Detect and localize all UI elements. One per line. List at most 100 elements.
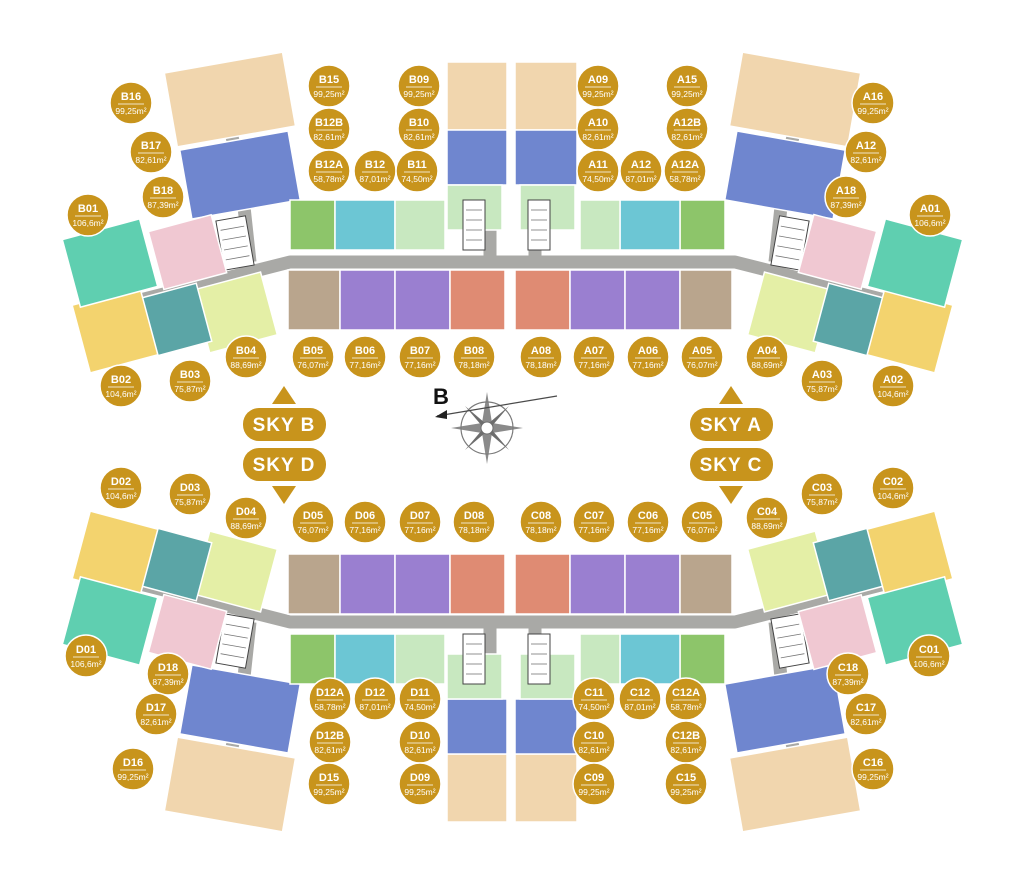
apartment-badge-circle — [224, 335, 268, 379]
apartment-code: A07 — [584, 345, 604, 357]
apartment-badge-circle — [572, 500, 616, 544]
apartment-badge: D18 87,39m² — [146, 652, 190, 696]
apartment-code: D05 — [303, 510, 323, 522]
apartment-unit — [514, 269, 571, 331]
apartment-unit — [569, 269, 626, 331]
apartment-code: A01 — [920, 203, 940, 215]
apartment-badge: C09 99,25m² — [572, 762, 616, 806]
apartment-area: 75,87m² — [806, 497, 837, 507]
apartment-code: A16 — [863, 91, 883, 103]
apartment-code: B02 — [111, 374, 131, 386]
apartment-unit — [514, 129, 578, 186]
apartment-badge-circle — [665, 64, 709, 108]
apartment-badges: B1699,25m²B1599,25m²B12B82,61m²B1782,61m… — [64, 64, 952, 806]
apartment-area: 58,78m² — [313, 174, 344, 184]
apartment-badge-circle — [99, 466, 143, 510]
apartment-code: C05 — [692, 510, 712, 522]
apartment-badge-circle — [398, 720, 442, 764]
apartment-area: 99,25m² — [578, 787, 609, 797]
apartment-badge-circle — [851, 81, 895, 125]
apartment-code: D08 — [464, 510, 484, 522]
apartment-badge-circle — [395, 149, 439, 193]
apartment-badge-circle — [291, 335, 335, 379]
apartment-badge-circle — [871, 466, 915, 510]
apartment-badge: B17 82,61m² — [129, 130, 173, 174]
apartment-badge-circle — [307, 64, 351, 108]
apartment-code: B15 — [319, 74, 339, 86]
apartment-unit — [679, 553, 733, 615]
apartment-code: D12B — [316, 730, 344, 742]
stair-step — [225, 255, 250, 261]
apartment-badge: D10 82,61m² — [398, 720, 442, 764]
stair-step — [223, 245, 248, 251]
apartment-code: C01 — [919, 644, 939, 656]
apartment-badge-circle — [353, 677, 397, 721]
apartment-badge: B10 82,61m² — [397, 107, 441, 151]
stair-core — [215, 215, 255, 271]
apartment-badge-circle — [907, 634, 951, 678]
stair-core-outline — [462, 199, 486, 251]
apartment-badge: A03 75,87m² — [800, 359, 844, 403]
apartment-area: 87,01m² — [625, 174, 656, 184]
stair-core — [462, 633, 486, 685]
sky-a-label-bg — [690, 408, 773, 441]
apartment-area: 87,39m² — [832, 677, 863, 687]
apartment-badge-circle — [745, 335, 789, 379]
apartment-code: C10 — [584, 730, 604, 742]
apartment-badge: A04 88,69m² — [745, 335, 789, 379]
compass-rose-icon — [435, 392, 558, 464]
stair-core-outline — [527, 633, 551, 685]
apartment-area: 106,6m² — [70, 659, 101, 669]
apartment-unit — [394, 633, 446, 685]
apartment-area: 76,07m² — [686, 525, 717, 535]
apartment-badge: C08 78,18m² — [519, 500, 563, 544]
apartment-badge: B04 88,69m² — [224, 335, 268, 379]
apartment-badge-circle — [307, 149, 351, 193]
apartment-badge-circle — [800, 359, 844, 403]
apartment-code: A05 — [692, 345, 712, 357]
apartment-code: B08 — [464, 345, 484, 357]
apartment-badge-circle — [618, 677, 662, 721]
apartment-badge: D12 87,01m² — [353, 677, 397, 721]
apartment-area: 88,69m² — [751, 360, 782, 370]
apartment-badge-circle — [398, 762, 442, 806]
tower-sky-c-label: SKY C — [700, 455, 763, 476]
sky-b-arrow-icon — [272, 386, 296, 404]
apartment-unit — [394, 269, 451, 331]
apartment-area: 82,61m² — [670, 745, 701, 755]
apartment-code: A08 — [531, 345, 551, 357]
apartment-badge-circle — [397, 64, 441, 108]
apartment-code: D07 — [410, 510, 430, 522]
apartment-code: B12 — [365, 159, 385, 171]
main-corridor — [138, 255, 887, 307]
stair-step — [220, 653, 245, 659]
apartment-badge-circle — [664, 762, 708, 806]
apartment-badge: A12B 82,61m² — [665, 107, 709, 151]
apartment-badge: D12A 58,78m² — [308, 677, 352, 721]
apartment-area: 82,61m² — [582, 132, 613, 142]
apartment-code: C03 — [812, 482, 832, 494]
apartment-badge-circle — [291, 500, 335, 544]
apartment-code: D12 — [365, 687, 385, 699]
apartment-badge: C12A 58,78m² — [664, 677, 708, 721]
apartment-unit — [287, 269, 341, 331]
apartment-area: 82,61m² — [404, 745, 435, 755]
main-corridor — [138, 577, 887, 629]
apartment-unit — [579, 633, 621, 685]
apartment-badge: C15 99,25m² — [664, 762, 708, 806]
apartment-badge: C11 74,50m² — [572, 677, 616, 721]
apartment-code: B09 — [409, 74, 429, 86]
apartment-code: C16 — [863, 757, 883, 769]
apartment-unit — [394, 553, 451, 615]
apartment-code: C02 — [883, 476, 903, 488]
apartment-area: 74,50m² — [401, 174, 432, 184]
apartment-code: A12 — [856, 140, 876, 152]
apartment-area: 99,25m² — [857, 106, 888, 116]
apartment-badge-circle — [343, 500, 387, 544]
apartment-unit — [619, 633, 681, 685]
apartment-unit — [446, 129, 508, 186]
apartment-code: B12A — [315, 159, 343, 171]
apartment-badge-circle — [129, 130, 173, 174]
apartment-badge: C18 87,39m² — [826, 652, 870, 696]
